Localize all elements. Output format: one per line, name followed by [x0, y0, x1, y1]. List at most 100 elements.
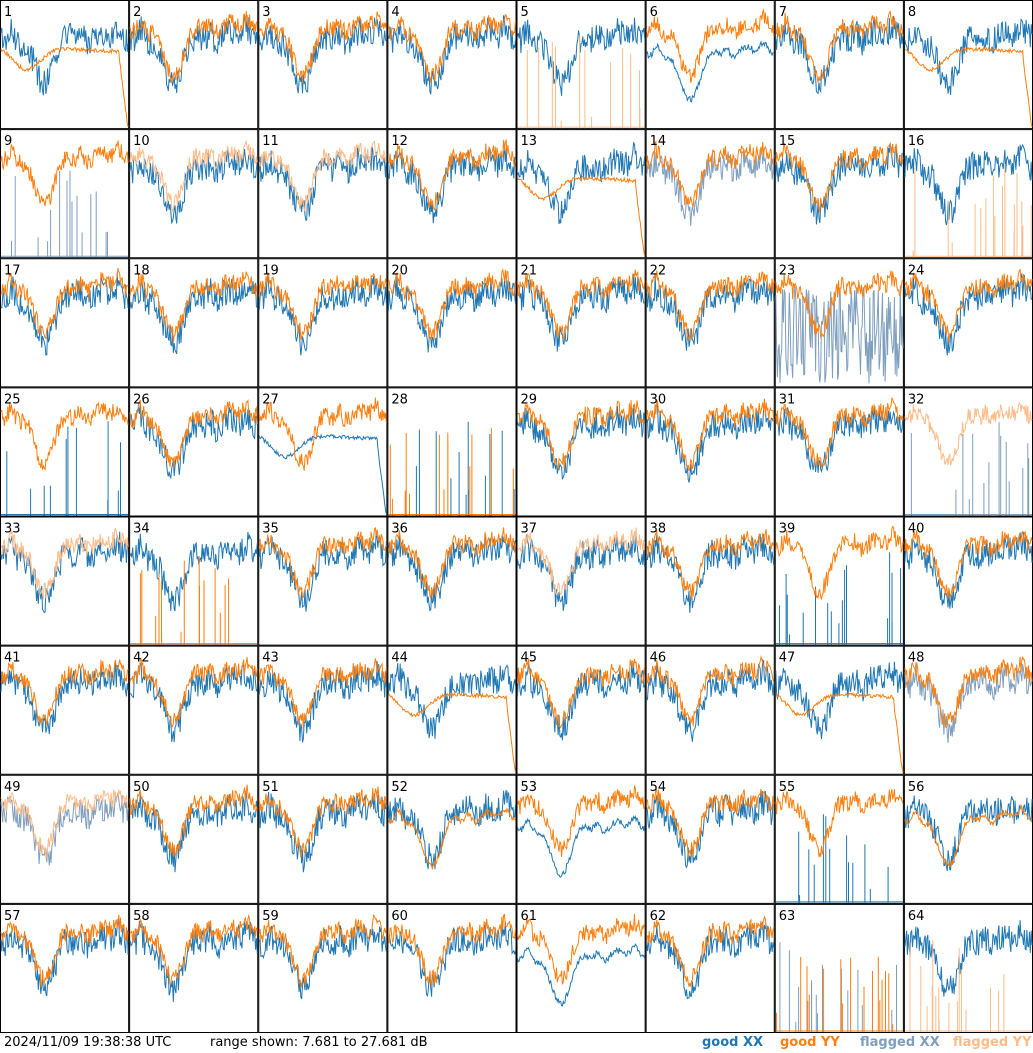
panel-number-label: 29	[521, 392, 538, 407]
panel-number-label: 49	[4, 780, 21, 795]
antenna-panel: 18	[129, 258, 259, 388]
series-line-yy	[517, 175, 646, 257]
series-line-yy	[0, 659, 129, 725]
chart-footer: 2024/11/09 19:38:38 UTC range shown: 7.6…	[0, 1033, 1033, 1053]
series-line-xx	[775, 942, 903, 1032]
antenna-panel: 57	[0, 903, 130, 1033]
antenna-panel: 19	[258, 258, 388, 388]
antenna-panel: 52	[387, 774, 517, 904]
panel-frame	[0, 903, 130, 1033]
panel-number-label: 50	[133, 780, 150, 795]
panel-frame	[129, 903, 259, 1033]
panel-number-label: 28	[391, 392, 408, 407]
antenna-panel: 48	[903, 645, 1033, 775]
panel-frame	[645, 774, 775, 904]
panel-number-label: 21	[521, 263, 538, 278]
antenna-panel: 51	[258, 774, 388, 904]
series-line-xx	[904, 18, 1033, 95]
series-line-xx	[646, 39, 774, 103]
series-line-yy	[904, 804, 1033, 868]
antenna-panel: 22	[645, 258, 775, 388]
panel-frame	[0, 258, 130, 388]
antenna-panel: 50	[129, 774, 259, 904]
series-line-yy	[904, 401, 1033, 466]
antenna-panel: 53	[516, 774, 646, 904]
antenna-panel: 5	[516, 0, 646, 130]
antenna-panel: 14	[645, 129, 775, 259]
series-line-yy	[387, 807, 516, 870]
panel-number-label: 36	[391, 522, 408, 537]
series-line-yy	[775, 525, 904, 600]
series-line-xx	[258, 791, 387, 873]
antenna-panel: 49	[0, 774, 130, 904]
antenna-panel: 9	[0, 129, 130, 259]
panel-number-label: 34	[133, 522, 150, 537]
antenna-panel: 38	[645, 516, 775, 646]
panel-number-label: 15	[779, 134, 796, 149]
antenna-panel: 6	[645, 0, 775, 130]
series-line-yy	[517, 658, 646, 729]
panel-number-label: 47	[779, 651, 796, 666]
panel-frame	[129, 387, 259, 517]
panel-number-label: 60	[391, 909, 408, 924]
panel-number-label: 62	[650, 909, 667, 924]
panel-number-label: 27	[262, 392, 279, 407]
panel-number-label: 35	[262, 522, 279, 537]
series-line-yy	[646, 8, 775, 83]
panel-number-label: 59	[262, 909, 279, 924]
series-line-xx	[129, 662, 258, 743]
legend-flagged-yy: flagged YY	[953, 1035, 1032, 1050]
series-line-yy	[129, 271, 258, 343]
series-line-xx	[904, 795, 1033, 872]
antenna-panel: 55	[774, 774, 904, 904]
antenna-panel: 13	[516, 129, 646, 259]
antenna-panel: 32	[903, 387, 1033, 517]
panel-number-label: 6	[650, 5, 658, 20]
antenna-panel: 36	[387, 516, 517, 646]
antenna-panel: 45	[516, 645, 646, 775]
panel-number-label: 25	[4, 392, 21, 407]
series-line-xx	[1, 170, 129, 258]
antenna-panel: 60	[387, 903, 517, 1033]
panel-number-label: 39	[779, 522, 796, 537]
series-line-yy	[0, 267, 129, 340]
series-line-xx	[775, 15, 904, 95]
antenna-panel: 39	[774, 516, 904, 646]
panel-frame	[129, 516, 259, 646]
panel-number-label: 51	[262, 780, 279, 795]
antenna-panel: 34	[129, 516, 259, 646]
series-line-yy	[775, 956, 903, 1032]
series-line-xx	[517, 17, 646, 96]
series-line-xx	[646, 658, 775, 742]
series-line-yy	[387, 913, 516, 987]
panel-number-label: 48	[908, 651, 925, 666]
panel-frame	[0, 129, 130, 259]
panel-number-label: 38	[650, 522, 667, 537]
antenna-panel: 1	[0, 0, 130, 130]
antenna-panel: 64	[903, 903, 1033, 1033]
series-line-yy	[0, 140, 129, 207]
series-line-xx	[258, 17, 387, 94]
series-line-yy	[387, 692, 516, 773]
series-line-yy	[904, 530, 1033, 599]
antenna-panel: 26	[129, 387, 259, 517]
series-line-xx	[129, 278, 258, 355]
antenna-panel: 12	[387, 129, 517, 259]
panel-number-label: 37	[521, 522, 538, 537]
panel-frame	[645, 645, 775, 775]
series-line-xx	[129, 531, 258, 612]
panel-number-label: 24	[908, 263, 925, 278]
series-line-xx	[646, 402, 775, 483]
panel-number-label: 56	[908, 780, 925, 795]
series-line-xx	[129, 789, 258, 873]
series-line-yy	[775, 270, 904, 339]
series-line-yy	[517, 269, 646, 340]
panel-frame	[903, 516, 1033, 646]
panel-number-label: 7	[779, 5, 787, 20]
antenna-panel: 20	[387, 258, 517, 388]
series-line-yy	[258, 11, 387, 84]
panel-number-label: 9	[4, 134, 12, 149]
panel-number-label: 23	[779, 263, 796, 278]
panel-frame	[903, 0, 1033, 130]
panel-frame	[516, 645, 646, 775]
